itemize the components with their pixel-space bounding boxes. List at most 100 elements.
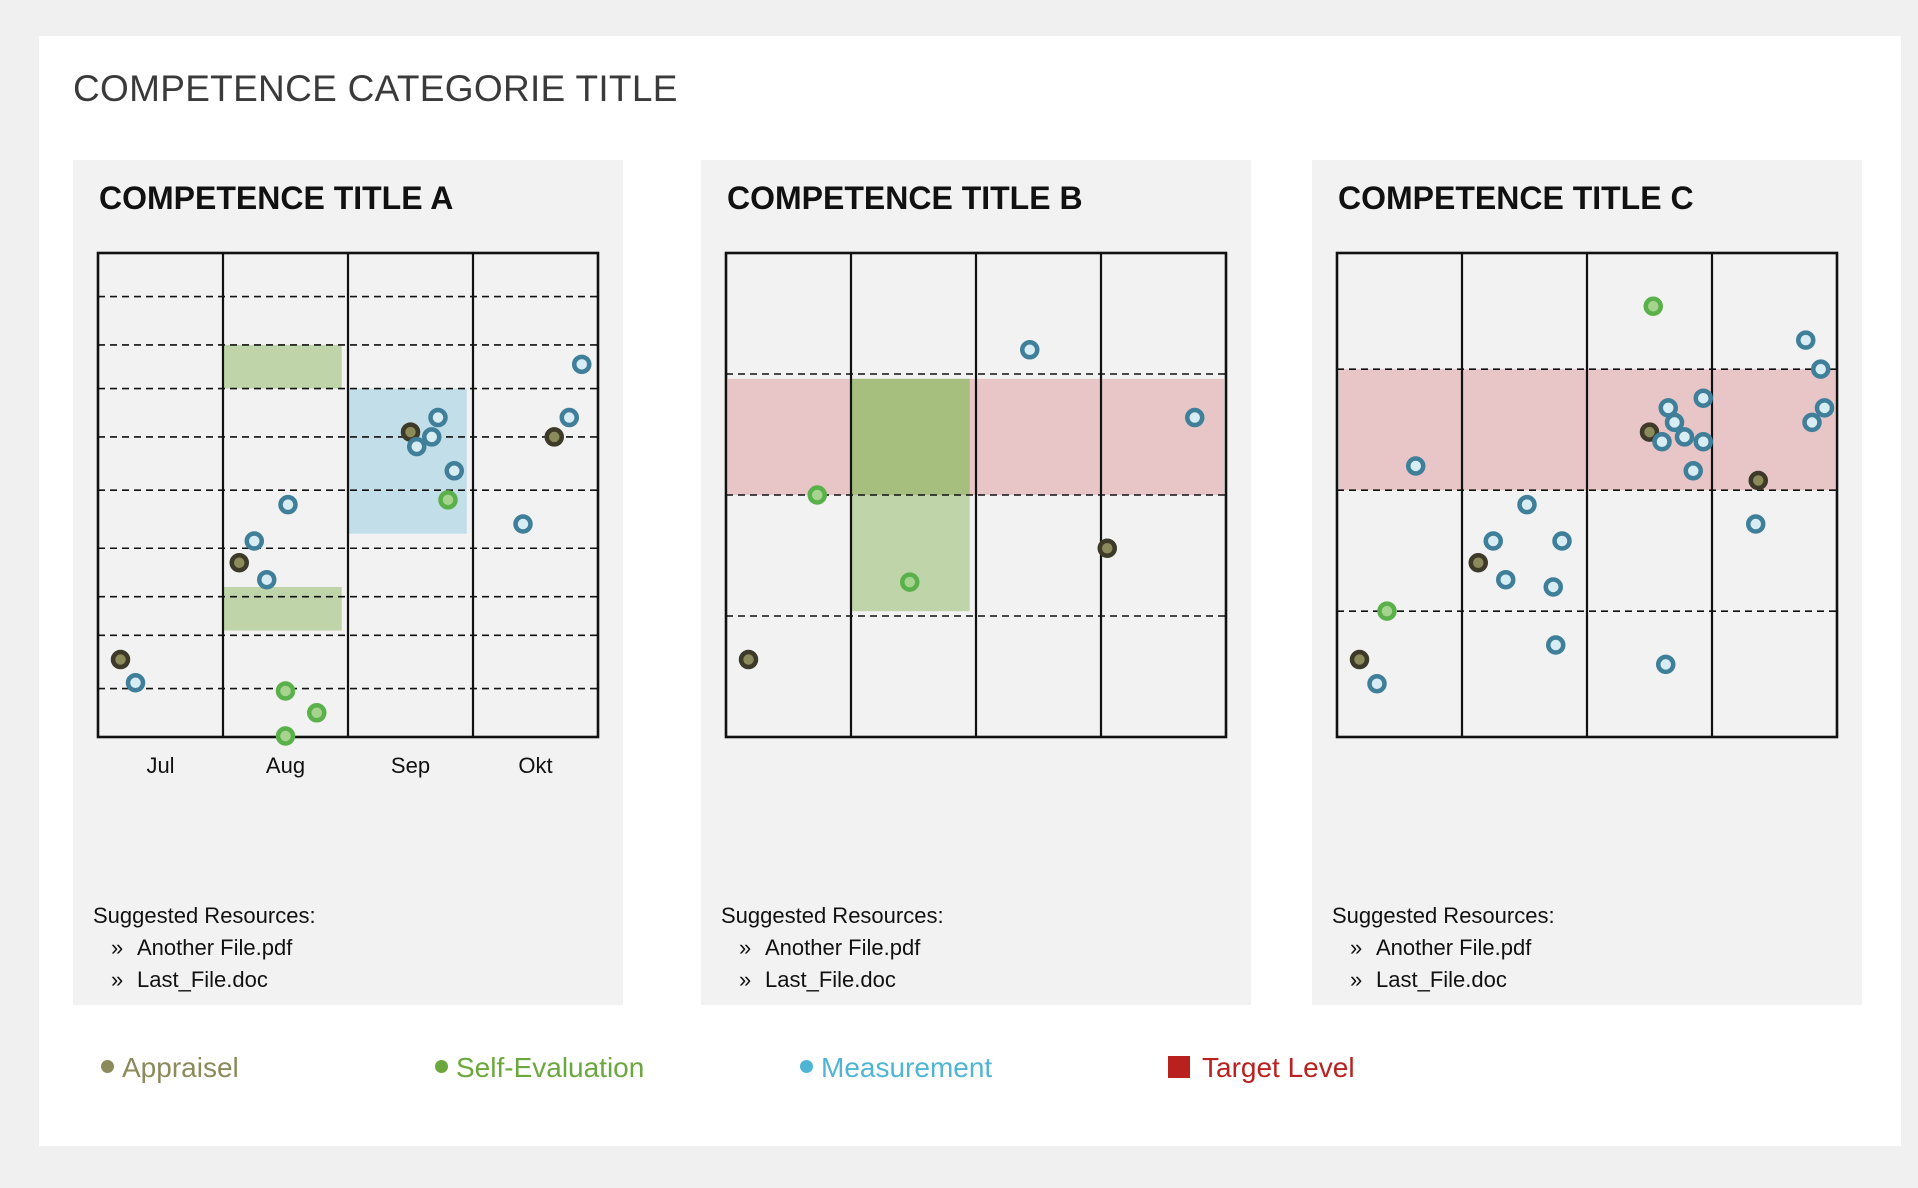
resource-bullet: » <box>739 935 752 960</box>
measure-point <box>1020 340 1040 360</box>
measure-point <box>278 494 298 515</box>
competence-panel-a: COMPETENCE TITLE A Jul Aug Sep Okt Suggeste… <box>73 160 623 1005</box>
resource-file-name: Last_File.doc <box>1376 967 1507 992</box>
panel-title: COMPETENCE TITLE B <box>727 180 1083 216</box>
self-evaluation-band <box>851 378 970 495</box>
suggested-resources: Suggested Resources: » Another File.pdf »… <box>721 900 944 996</box>
resources-heading: Suggested Resources: <box>93 903 316 928</box>
legend-item-measurement: Measurement <box>800 1052 992 1084</box>
self-point <box>438 490 458 510</box>
legend-item-self-evaluation: Self-Evaluation <box>435 1052 644 1084</box>
legend-item-target-level: Target Level <box>1168 1052 1355 1084</box>
measure-point <box>513 514 533 534</box>
appraisel-point <box>1468 553 1488 573</box>
appraisel-point <box>544 427 564 447</box>
measure-point <box>1811 359 1831 379</box>
resource-bullet: » <box>1350 935 1363 960</box>
resource-bullet: » <box>111 935 124 960</box>
legend-dot-icon <box>101 1060 114 1074</box>
resource-link[interactable]: » Last_File.doc <box>1332 964 1555 996</box>
legend-square-icon <box>1168 1055 1190 1078</box>
self-point <box>807 485 827 505</box>
panel-title: COMPETENCE TITLE A <box>99 180 454 216</box>
resource-file-name: Another File.pdf <box>137 935 293 960</box>
resource-link[interactable]: » Another File.pdf <box>1332 932 1555 964</box>
measure-point <box>407 436 427 457</box>
resources-heading: Suggested Resources: <box>721 903 944 928</box>
resource-bullet: » <box>111 967 124 992</box>
legend-label: Measurement <box>821 1052 993 1083</box>
page-title: COMPETENCE CATEGORIE TITLE <box>73 68 678 109</box>
measure-point <box>1546 635 1566 655</box>
measure-point <box>559 407 579 428</box>
resource-file-name: Last_File.doc <box>765 967 896 992</box>
legend: Appraisel Self-Evaluation Measurement Ta… <box>39 1052 1901 1092</box>
measure-point <box>428 407 448 428</box>
measure-point <box>1814 398 1835 418</box>
measure-point <box>422 427 442 447</box>
competence-chart-b <box>724 251 1228 739</box>
resource-link[interactable]: » Another File.pdf <box>721 932 944 964</box>
legend-dot-icon <box>800 1060 813 1074</box>
resource-link[interactable]: » Last_File.doc <box>93 964 316 996</box>
measure-point <box>1517 494 1537 515</box>
resource-link[interactable]: » Another File.pdf <box>93 932 316 964</box>
self-point <box>1643 296 1663 316</box>
measure-point <box>1656 654 1676 675</box>
resource-bullet: » <box>1350 967 1363 992</box>
measure-point <box>1796 330 1816 350</box>
competence-panel-c: COMPETENCE TITLE C Suggested Resources: … <box>1312 160 1862 1005</box>
measure-point <box>1552 531 1572 551</box>
legend-dot-icon <box>435 1060 448 1074</box>
measure-point <box>1802 412 1822 433</box>
measure-point <box>1543 577 1563 597</box>
month-tick-label: Sep <box>391 753 430 778</box>
measure-point <box>1406 456 1426 476</box>
self-point <box>1377 601 1397 621</box>
plot-frame <box>96 251 600 739</box>
measure-point <box>1658 398 1678 418</box>
appraisel-point <box>1349 649 1370 670</box>
measure-point <box>1496 569 1516 590</box>
appraisel-point <box>229 553 249 573</box>
self-evaluation-band <box>223 344 342 389</box>
appraisel-point <box>110 649 131 670</box>
measure-point <box>1367 674 1387 694</box>
self-point <box>275 681 296 701</box>
resource-link[interactable]: » Last_File.doc <box>721 964 944 996</box>
competence-chart-c <box>1335 251 1839 739</box>
measure-point <box>1674 427 1695 447</box>
self-point <box>275 726 296 746</box>
dashboard-card: COMPETENCE CATEGORIE TITLE COMPETENCE TI… <box>39 36 1901 1146</box>
suggested-resources: Suggested Resources: » Another File.pdf »… <box>1332 900 1555 996</box>
month-tick-label: Jul <box>146 753 174 778</box>
legend-label: Self-Evaluation <box>456 1052 645 1083</box>
competence-panel-b: COMPETENCE TITLE B Suggested Resources: … <box>701 160 1251 1005</box>
resource-bullet: » <box>739 967 752 992</box>
appraisel-point <box>738 649 759 670</box>
month-tick-label: Aug <box>266 753 305 778</box>
measure-point <box>1693 388 1713 408</box>
measure-point <box>257 569 277 590</box>
resources-heading: Suggested Resources: <box>1332 903 1555 928</box>
resource-file-name: Another File.pdf <box>1376 935 1532 960</box>
self-evaluation-band <box>223 586 342 631</box>
measure-point <box>572 354 592 375</box>
appraisel-point <box>1097 538 1117 558</box>
measure-point <box>1185 407 1205 428</box>
suggested-resources: Suggested Resources: » Another File.pdf »… <box>93 900 316 996</box>
legend-item-appraisel: Appraisel <box>101 1052 239 1084</box>
month-tick-label: Okt <box>518 753 552 778</box>
self-point <box>900 572 920 592</box>
plot-frame <box>724 251 1228 739</box>
measure-point <box>1693 432 1713 452</box>
resource-file-name: Another File.pdf <box>765 935 921 960</box>
appraisel-point <box>1748 470 1768 491</box>
resource-file-name: Last_File.doc <box>137 967 268 992</box>
measure-point <box>1746 514 1766 534</box>
measure-point <box>444 461 464 481</box>
self-point <box>307 703 327 723</box>
plot-frame <box>1335 251 1839 739</box>
measurement-band <box>348 388 467 534</box>
legend-label: Appraisel <box>122 1052 239 1083</box>
